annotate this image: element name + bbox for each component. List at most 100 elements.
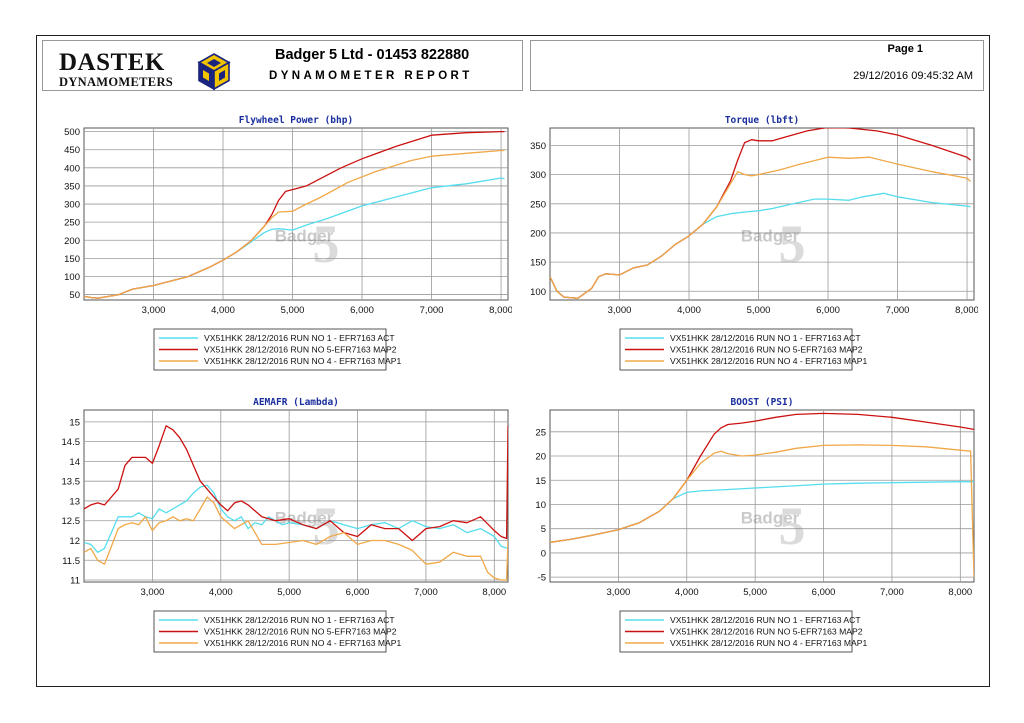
legend-label-3: VX51HKK 28/12/2016 RUN NO 4 - EFR7163 MA…	[670, 638, 867, 648]
x-tick-label: 3,000	[608, 305, 632, 316]
legend-label-2: VX51HKK 28/12/2016 RUN NO 5-EFR7163 MAP2	[204, 627, 397, 637]
x-tick-label: 3,000	[142, 305, 166, 316]
x-tick-label: 4,000	[675, 587, 699, 598]
legend-label-2: VX51HKK 28/12/2016 RUN NO 5-EFR7163 MAP2	[670, 627, 863, 637]
x-tick-label: 7,000	[420, 305, 444, 316]
y-tick-label: 200	[530, 228, 546, 239]
y-tick-label: -5	[538, 573, 546, 584]
watermark-numeral: 5	[779, 214, 806, 274]
afr-chart: AEMAFR (Lambda) 3,000 4,000 5,000 6,000 7,000…	[42, 390, 512, 660]
header-left-panel: DASTEK DYNAMOMETERS Badger 5 Ltd - 01453…	[42, 40, 523, 91]
y-tick-label: 150	[64, 254, 80, 265]
series-line-3	[84, 496, 508, 581]
power-chart: Flywheel Power (bhp) 3,000 4,000 5,000 6,000…	[42, 108, 512, 378]
plot-area	[549, 127, 975, 301]
x-tick-label: 6,000	[346, 587, 370, 598]
y-tick-label: 450	[64, 145, 80, 156]
y-tick-label: 350	[530, 141, 546, 152]
y-tick-label: 13	[69, 496, 80, 507]
series-line-3	[550, 156, 971, 299]
boost-chart: BOOST (PSI) 3,000 4,000 5,000 6,000 7,000 8,00…	[508, 390, 978, 660]
plot-area	[83, 409, 509, 583]
company-name: Badger 5 Ltd - 01453 822880	[275, 47, 470, 63]
page-number: Page 1	[887, 43, 923, 55]
boost-chart-svg: BOOST (PSI) 3,000 4,000 5,000 6,000 7,000 8,00…	[535, 397, 975, 653]
y-tick-label: 11.5	[62, 556, 80, 567]
y-tick-label: 250	[64, 218, 80, 229]
watermark-word: Badger	[275, 227, 334, 246]
y-tick-label: 25	[535, 427, 546, 438]
legend-label-2: VX51HKK 28/12/2016 RUN NO 5-EFR7163 MAP2	[670, 345, 863, 355]
y-tick-label: 350	[64, 181, 80, 192]
x-tick-label: 4,000	[677, 305, 701, 316]
x-tick-label: 4,000	[209, 587, 233, 598]
legend-label-1: VX51HKK 28/12/2016 RUN NO 1 - EFR7163 AC…	[204, 333, 395, 343]
y-tick-label: 150	[530, 258, 546, 269]
torque-chart: Torque (lbft) 3,000 4,000 5,000 6,000 7,000 8,…	[508, 108, 978, 378]
plot-area	[83, 127, 509, 301]
x-tick-label: 5,000	[277, 587, 301, 598]
torque-chart-svg: Torque (lbft) 3,000 4,000 5,000 6,000 7,000 8,…	[530, 115, 978, 371]
legend-label-1: VX51HKK 28/12/2016 RUN NO 1 - EFR7163 AC…	[670, 333, 861, 343]
chart-title: Torque (lbft)	[725, 115, 799, 126]
x-tick-label: 8,000	[955, 305, 978, 316]
y-tick-label: 15	[535, 476, 546, 487]
y-tick-label: 14	[69, 457, 80, 468]
y-tick-label: 300	[64, 200, 80, 211]
y-tick-label: 300	[530, 170, 546, 181]
report-title: DYNAMOMETER REPORT	[269, 70, 473, 82]
logo-sub-text: DYNAMOMETERS	[59, 75, 174, 89]
y-tick-label: 12.5	[62, 516, 81, 527]
report-frame	[36, 35, 990, 687]
y-tick-label: 20	[535, 452, 546, 463]
x-tick-label: 7,000	[886, 305, 910, 316]
watermark-word: Badger	[741, 227, 800, 246]
y-tick-label: 14.5	[62, 437, 81, 448]
y-tick-label: 5	[541, 524, 546, 535]
header-right-panel: Page 1 29/12/2016 09:45:32 AM	[530, 40, 984, 91]
watermark-word: Badger	[741, 509, 800, 528]
series-line-2	[84, 425, 508, 542]
dastek-cube-icon	[197, 53, 231, 91]
y-tick-label: 11	[70, 576, 80, 587]
watermark-numeral: 5	[779, 496, 806, 556]
legend-label-1: VX51HKK 28/12/2016 RUN NO 1 - EFR7163 AC…	[670, 615, 861, 625]
legend-label-1: VX51HKK 28/12/2016 RUN NO 1 - EFR7163 AC…	[204, 615, 395, 625]
x-tick-label: 8,000	[482, 587, 506, 598]
y-tick-label: 12	[69, 536, 80, 547]
y-tick-label: 500	[64, 127, 80, 138]
y-tick-label: 0	[541, 548, 546, 559]
x-tick-label: 8,000	[948, 587, 972, 598]
logo-main-text: DASTEK	[59, 49, 165, 76]
y-tick-label: 50	[69, 290, 80, 301]
legend-label-3: VX51HKK 28/12/2016 RUN NO 4 - EFR7163 MA…	[204, 638, 401, 648]
x-tick-label: 5,000	[281, 305, 305, 316]
series-line-3	[550, 444, 974, 578]
chart-title: AEMAFR (Lambda)	[253, 397, 339, 408]
legend-label-2: VX51HKK 28/12/2016 RUN NO 5-EFR7163 MAP2	[204, 345, 397, 355]
y-tick-label: 10	[535, 500, 546, 511]
report-datetime: 29/12/2016 09:45:32 AM	[853, 70, 973, 82]
x-tick-label: 8,000	[489, 305, 512, 316]
chart-title: Flywheel Power (bhp)	[239, 115, 353, 126]
dastek-logo: DASTEK DYNAMOMETERS	[59, 49, 231, 91]
x-tick-label: 7,000	[414, 587, 438, 598]
y-tick-label: 100	[530, 287, 546, 298]
x-tick-label: 6,000	[812, 587, 836, 598]
x-tick-label: 3,000	[606, 587, 630, 598]
x-tick-label: 5,000	[743, 587, 767, 598]
x-tick-label: 4,000	[211, 305, 235, 316]
watermark-numeral: 5	[313, 496, 340, 556]
y-tick-label: 100	[64, 272, 80, 283]
watermark-numeral: 5	[313, 214, 340, 274]
power-chart-svg: Flywheel Power (bhp) 3,000 4,000 5,000 6,000…	[64, 115, 512, 371]
series-line-1	[84, 484, 508, 553]
y-tick-label: 250	[530, 199, 546, 210]
y-tick-label: 400	[64, 163, 80, 174]
x-tick-label: 7,000	[880, 587, 904, 598]
legend-label-3: VX51HKK 28/12/2016 RUN NO 4 - EFR7163 MA…	[204, 356, 401, 366]
x-tick-label: 6,000	[350, 305, 374, 316]
